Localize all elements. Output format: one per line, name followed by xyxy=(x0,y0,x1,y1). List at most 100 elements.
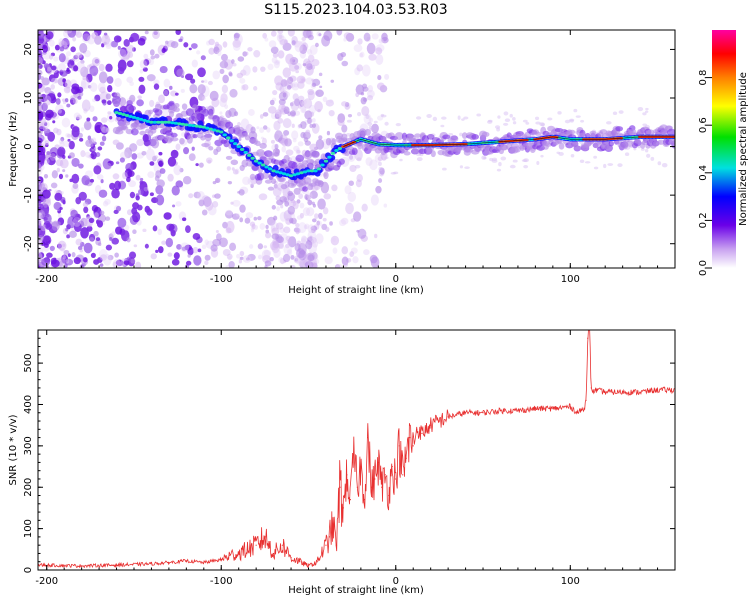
spectral-blob xyxy=(82,201,89,208)
spectral-blob xyxy=(84,151,91,158)
ridge-peak xyxy=(337,147,343,151)
spectral-blob xyxy=(373,120,378,124)
spectral-blob xyxy=(201,244,207,250)
spectral-blob xyxy=(117,45,121,50)
ridge-peak xyxy=(316,167,322,171)
spectral-blob xyxy=(54,192,63,201)
spectral-blob xyxy=(171,185,180,196)
spectral-blob xyxy=(336,30,343,36)
spectral-blob xyxy=(155,249,159,253)
spectral-blob xyxy=(311,82,317,87)
spectral-blob xyxy=(593,155,598,159)
spectral-blob xyxy=(534,116,540,121)
spectral-blob xyxy=(356,174,363,183)
spectral-blob xyxy=(332,237,336,242)
spectral-blob xyxy=(365,157,373,166)
spectral-blob xyxy=(65,133,70,138)
spectral-blob xyxy=(101,126,109,134)
spectral-blob xyxy=(231,167,235,171)
y-tick-label: 300 xyxy=(23,436,34,455)
spectral-blob xyxy=(464,166,470,170)
ridge-peak xyxy=(191,124,196,128)
spectral-blob xyxy=(512,117,516,121)
spectral-blob xyxy=(112,139,120,146)
spectral-blob xyxy=(38,123,45,130)
spectral-blob xyxy=(45,222,53,230)
ridge-peak xyxy=(274,170,280,174)
spectral-blob xyxy=(44,235,50,242)
spectral-blob xyxy=(540,154,544,158)
ridge-peak xyxy=(233,142,238,146)
spectral-blob xyxy=(67,138,71,142)
y-tick-label: 200 xyxy=(23,478,34,497)
spectral-blob xyxy=(136,138,145,147)
spectral-blob xyxy=(376,82,385,91)
ridge-peak xyxy=(285,173,290,177)
spectral-blob xyxy=(58,53,66,63)
spectral-blob xyxy=(312,123,317,128)
spectral-blob xyxy=(171,258,180,266)
spectral-blob xyxy=(361,203,368,212)
spectral-blob xyxy=(89,82,98,92)
ridge-halo xyxy=(427,133,434,140)
spectral-blob xyxy=(266,127,271,133)
spectral-blob xyxy=(42,126,48,132)
spectral-blob xyxy=(280,204,284,209)
spectral-blob xyxy=(226,253,233,260)
spectral-blob xyxy=(300,238,307,244)
spectral-blob xyxy=(558,151,564,156)
spectral-blob xyxy=(142,67,148,72)
spectral-blob xyxy=(170,41,179,49)
ridge-halo xyxy=(556,139,562,144)
spectral-blob xyxy=(294,258,299,262)
snr-point xyxy=(381,486,383,488)
spectral-blob xyxy=(46,93,56,102)
spectral-blob xyxy=(272,89,278,96)
snr-point xyxy=(405,457,407,459)
spectral-blob xyxy=(273,215,278,221)
spectral-blob xyxy=(188,47,192,51)
spectral-blob xyxy=(579,159,585,163)
ridge-peak xyxy=(212,128,217,132)
ridge-peak xyxy=(163,120,168,124)
spectral-blob xyxy=(78,191,87,201)
spectral-blob xyxy=(139,59,148,70)
spectral-blob xyxy=(239,77,246,84)
spectral-blob xyxy=(216,49,222,56)
spectral-blob xyxy=(126,60,134,68)
spectral-blob xyxy=(570,154,575,158)
snr-point xyxy=(590,387,592,389)
snr-point xyxy=(583,408,585,410)
ridge-halo xyxy=(625,140,634,147)
y-tick-label: 10 xyxy=(23,92,34,105)
spectral-blob xyxy=(368,125,373,130)
spectral-blob xyxy=(38,69,43,77)
spectral-blob xyxy=(233,32,241,39)
snr-point xyxy=(438,420,440,422)
colorbar-tick-label: 0.2 xyxy=(698,212,709,228)
y-tick-label: 500 xyxy=(23,354,34,373)
spectral-blob xyxy=(296,215,303,220)
y-tick-label: 0 xyxy=(23,567,34,573)
ridge-halo xyxy=(599,129,608,135)
spectral-blob xyxy=(203,79,208,84)
spectral-blob xyxy=(232,62,237,67)
spectral-blob xyxy=(274,61,280,66)
spectral-blob xyxy=(81,99,91,112)
spectral-blob xyxy=(163,78,171,88)
spectral-blob xyxy=(378,178,383,184)
ridge-peak xyxy=(267,167,273,171)
spectral-blob xyxy=(220,93,228,103)
spectral-blob xyxy=(378,38,384,44)
spectral-blob xyxy=(302,207,311,217)
spectral-blob xyxy=(66,67,70,72)
ridge-halo xyxy=(344,149,350,157)
spectral-blob xyxy=(316,220,321,226)
spectral-blob xyxy=(79,42,88,54)
colorbar-gradient xyxy=(712,30,736,268)
spectral-blob xyxy=(191,59,198,68)
snr-x-ticks: -200 -100 0 100 xyxy=(35,330,676,587)
spectral-blob xyxy=(265,224,269,230)
spectral-blob xyxy=(612,111,618,115)
snr-point xyxy=(81,565,83,567)
